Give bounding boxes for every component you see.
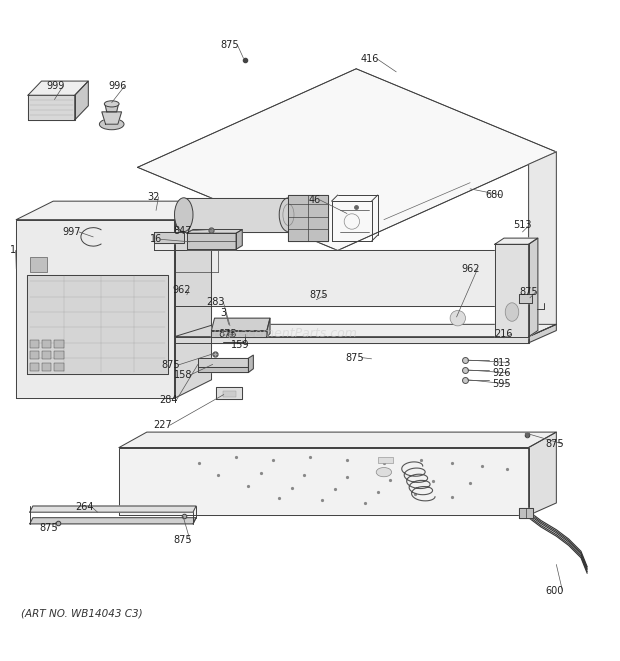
Ellipse shape — [450, 311, 466, 326]
Ellipse shape — [104, 100, 119, 107]
Bar — [30, 352, 39, 360]
Bar — [30, 362, 39, 371]
Text: 264: 264 — [76, 502, 94, 512]
Bar — [55, 340, 64, 348]
Bar — [55, 352, 64, 360]
Bar — [30, 256, 47, 272]
Polygon shape — [249, 355, 254, 372]
Text: ReplacementParts.com: ReplacementParts.com — [213, 327, 358, 340]
Bar — [223, 391, 236, 397]
Bar — [42, 352, 51, 360]
Text: 595: 595 — [492, 379, 511, 389]
Ellipse shape — [99, 119, 124, 130]
Polygon shape — [529, 238, 538, 336]
Text: 159: 159 — [231, 340, 250, 350]
Polygon shape — [198, 368, 249, 372]
Polygon shape — [187, 233, 236, 249]
Text: 46: 46 — [309, 195, 321, 205]
Text: 875: 875 — [546, 439, 564, 449]
Text: 875: 875 — [219, 329, 237, 339]
Polygon shape — [154, 232, 184, 243]
Polygon shape — [27, 275, 169, 373]
Text: (ART NO. WB14043 C3): (ART NO. WB14043 C3) — [20, 609, 142, 619]
Text: 32: 32 — [148, 192, 160, 202]
Text: 680: 680 — [485, 190, 503, 200]
Polygon shape — [174, 325, 556, 336]
Text: 600: 600 — [546, 586, 564, 596]
Text: 283: 283 — [206, 297, 225, 307]
Bar — [30, 340, 39, 348]
Text: 926: 926 — [492, 368, 511, 378]
Text: 416: 416 — [360, 54, 379, 64]
Text: 997: 997 — [63, 227, 81, 237]
Text: 1: 1 — [10, 245, 16, 255]
Polygon shape — [30, 506, 196, 512]
Polygon shape — [28, 95, 75, 120]
Text: 875: 875 — [173, 535, 192, 545]
Polygon shape — [187, 229, 242, 233]
Polygon shape — [174, 201, 211, 398]
Polygon shape — [529, 432, 556, 516]
Text: 216: 216 — [495, 329, 513, 339]
Polygon shape — [198, 358, 249, 368]
Polygon shape — [174, 251, 529, 306]
Polygon shape — [119, 432, 556, 447]
Polygon shape — [102, 112, 122, 124]
Polygon shape — [75, 81, 88, 120]
Polygon shape — [211, 318, 270, 330]
Polygon shape — [288, 195, 329, 241]
Text: 16: 16 — [150, 235, 162, 245]
Text: 227: 227 — [153, 420, 172, 430]
Bar — [42, 340, 51, 348]
Polygon shape — [211, 330, 267, 336]
Polygon shape — [16, 201, 211, 219]
Text: 875: 875 — [345, 352, 364, 363]
Polygon shape — [520, 508, 533, 518]
Text: 962: 962 — [461, 264, 479, 274]
Polygon shape — [267, 318, 270, 336]
Polygon shape — [16, 219, 174, 398]
Text: 847: 847 — [173, 226, 192, 236]
Text: 962: 962 — [172, 286, 190, 295]
Bar — [42, 362, 51, 371]
Polygon shape — [529, 325, 556, 343]
Text: 875: 875 — [162, 360, 180, 370]
Polygon shape — [119, 447, 529, 516]
Ellipse shape — [279, 198, 298, 231]
Text: 996: 996 — [108, 81, 126, 91]
Polygon shape — [174, 336, 529, 343]
Text: 158: 158 — [174, 370, 192, 380]
Ellipse shape — [505, 303, 519, 321]
Text: 875: 875 — [520, 287, 538, 297]
Polygon shape — [105, 104, 118, 112]
Polygon shape — [184, 198, 288, 232]
Bar — [55, 362, 64, 371]
Polygon shape — [236, 229, 242, 249]
Polygon shape — [28, 81, 88, 95]
Polygon shape — [529, 152, 556, 336]
Polygon shape — [495, 238, 538, 245]
Polygon shape — [520, 293, 532, 303]
Polygon shape — [495, 245, 529, 336]
Polygon shape — [30, 518, 196, 524]
Text: 875: 875 — [40, 524, 58, 533]
Text: 875: 875 — [309, 290, 328, 300]
Ellipse shape — [174, 198, 193, 231]
Text: 875: 875 — [221, 40, 239, 50]
Text: 284: 284 — [160, 395, 178, 405]
Polygon shape — [216, 387, 242, 399]
Text: 813: 813 — [492, 358, 511, 368]
Text: 513: 513 — [513, 219, 532, 229]
Ellipse shape — [376, 467, 392, 477]
Polygon shape — [138, 69, 556, 251]
Text: 3: 3 — [220, 307, 226, 318]
Text: 999: 999 — [46, 81, 65, 91]
Bar — [378, 457, 393, 463]
